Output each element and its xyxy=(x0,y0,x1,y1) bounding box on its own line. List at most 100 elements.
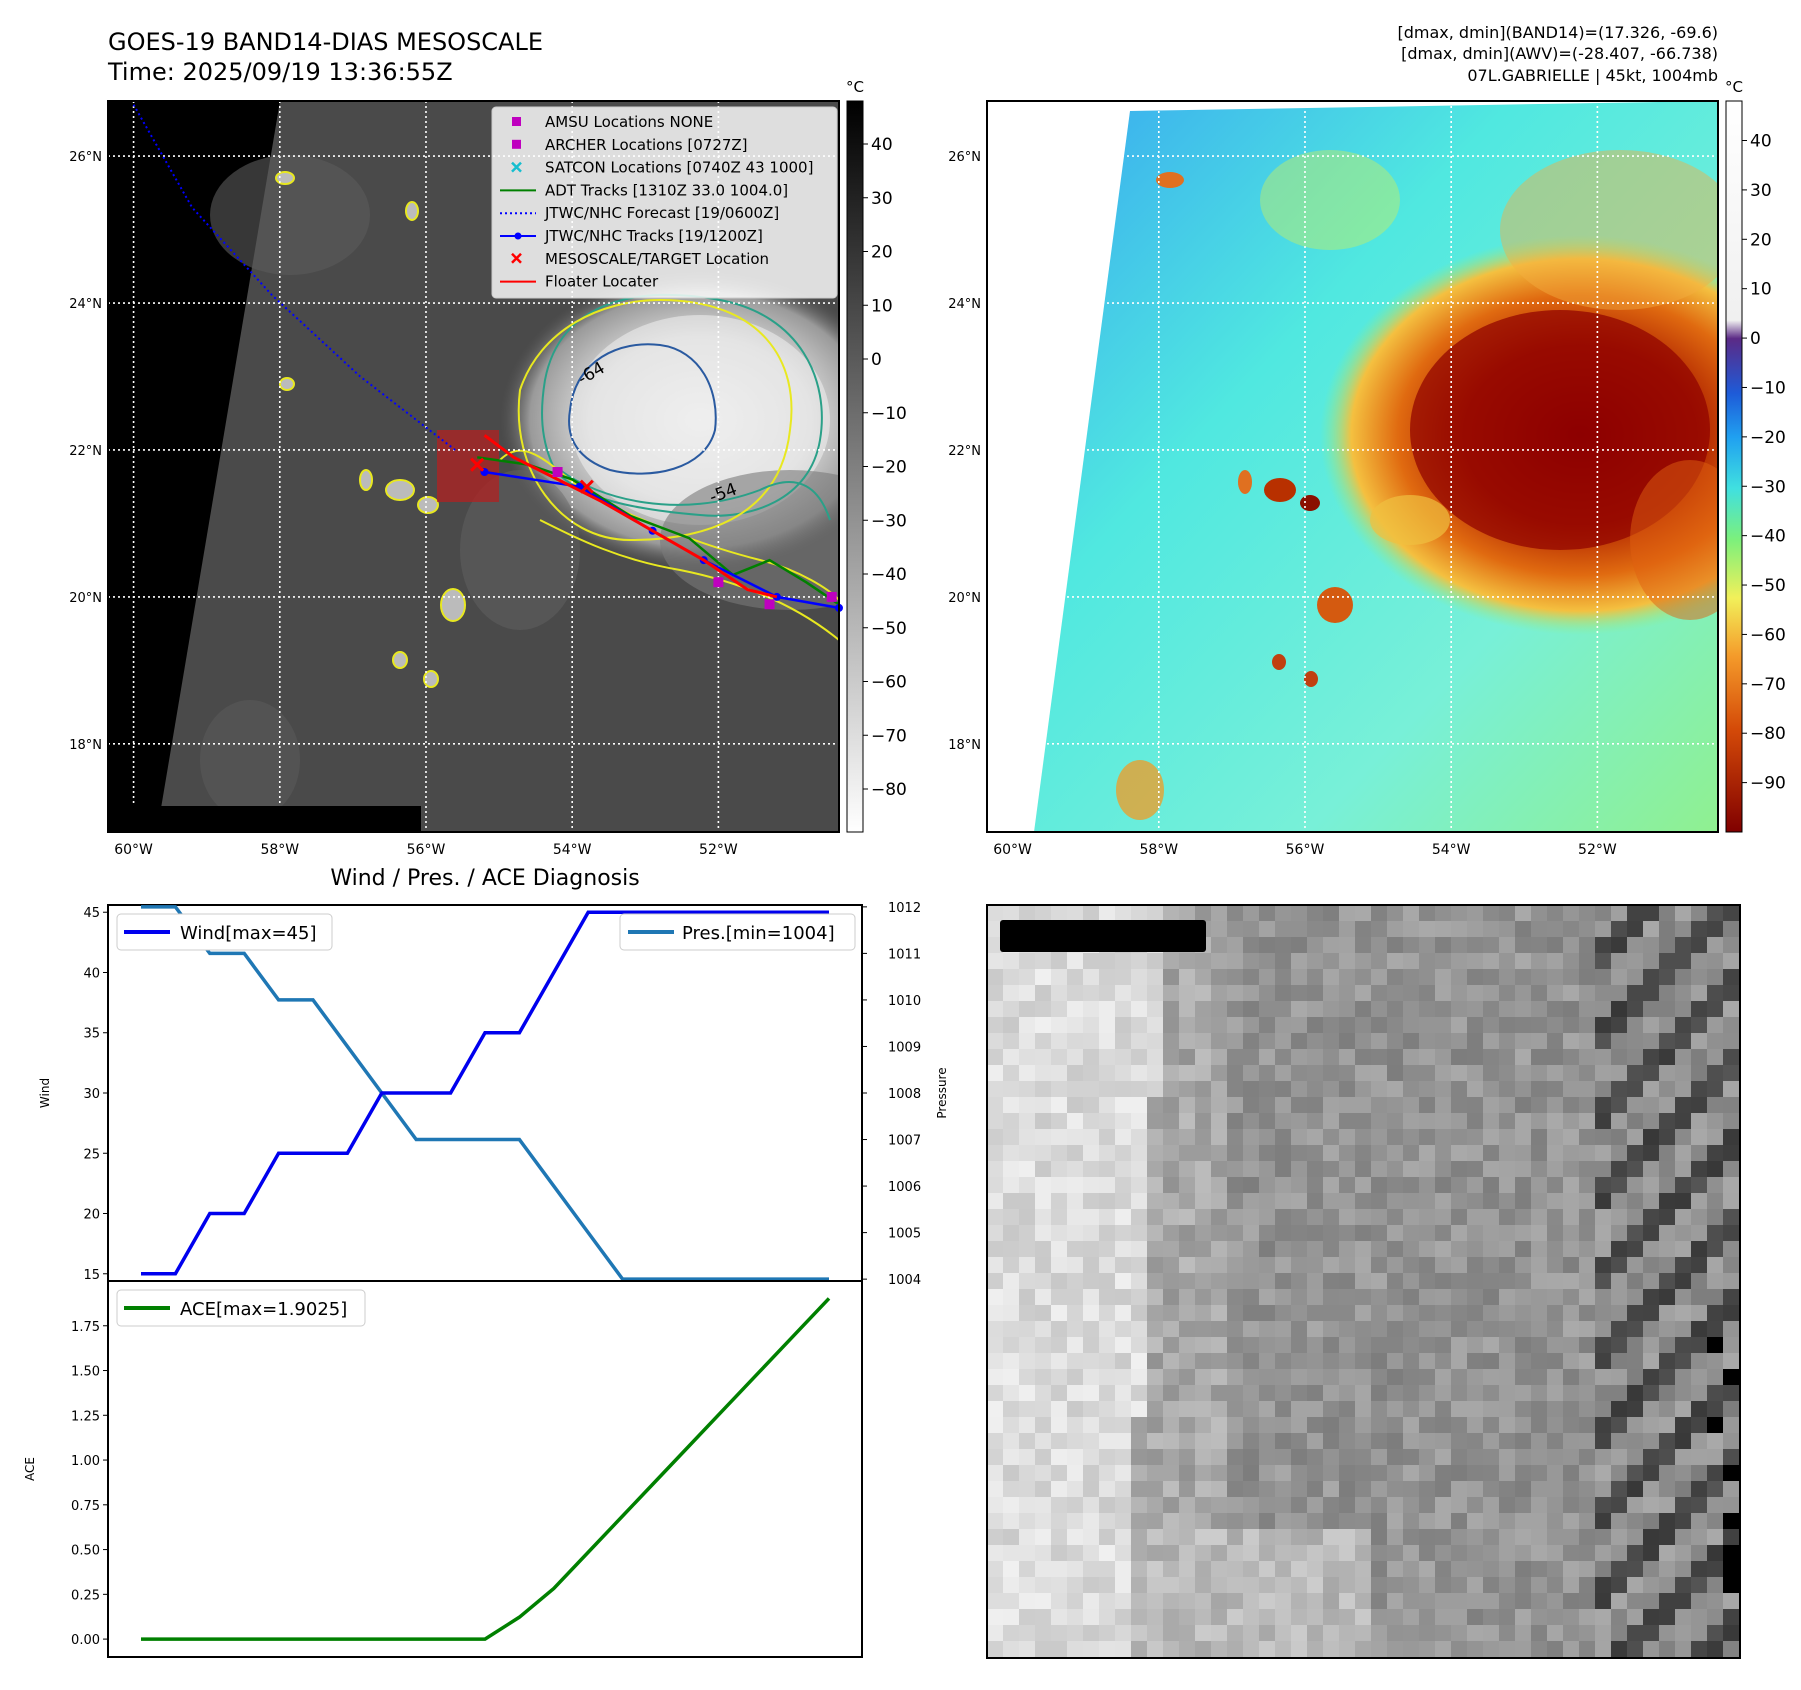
wmg-cell xyxy=(1579,1353,1596,1370)
legend-entry: ARCHER Locations [0727Z] xyxy=(512,136,748,154)
wmg-cell xyxy=(1259,1561,1276,1578)
wmg-cell xyxy=(1035,1113,1052,1130)
wmg-cell xyxy=(1211,1065,1228,1082)
wmg-cell xyxy=(1131,1465,1148,1482)
wmg-cell xyxy=(1483,1161,1500,1178)
wmg-cell xyxy=(1627,1369,1644,1386)
wmg-cell xyxy=(1147,1321,1164,1338)
wmg-cell xyxy=(1611,1241,1628,1258)
wmg-cell xyxy=(1307,1321,1324,1338)
wmg-cell xyxy=(1515,1497,1532,1514)
wmg-cell xyxy=(1339,1257,1356,1274)
wmg-cell xyxy=(1051,1145,1068,1162)
wmg-cell xyxy=(1179,1209,1196,1226)
wmg-cell xyxy=(1211,1625,1228,1642)
wmg-cell xyxy=(1387,1481,1404,1498)
wmg-cell xyxy=(1467,1097,1484,1114)
wmg-cell xyxy=(1163,1497,1180,1514)
wmg-cell xyxy=(1355,1129,1372,1146)
wmg-cell xyxy=(1099,1433,1116,1450)
wmg-cell xyxy=(1387,1513,1404,1530)
copyright-text: Copyright © 2020-2025 Dapiya xyxy=(113,811,410,831)
wmg-cell xyxy=(1579,1529,1596,1546)
wmg-cell xyxy=(1243,1065,1260,1082)
wmg-cell xyxy=(1659,1321,1676,1338)
wmg-cell xyxy=(1499,1641,1516,1658)
wmg-cell xyxy=(1371,1449,1388,1466)
wmg-cell xyxy=(1275,1609,1292,1626)
wmg-cell xyxy=(1083,1065,1100,1082)
wmg-cell xyxy=(1019,1625,1036,1642)
wmg-cell xyxy=(1579,1609,1596,1626)
wmg-cell xyxy=(1019,1401,1036,1418)
wmg-cell xyxy=(1451,1049,1468,1066)
wmg-cell xyxy=(1691,1337,1708,1354)
wmg-cell xyxy=(1739,1385,1740,1402)
wmg-cell xyxy=(1307,1241,1324,1258)
wmg-cell xyxy=(1595,1257,1612,1274)
wmg-cell xyxy=(1387,969,1404,986)
wmg-cell xyxy=(1259,1385,1276,1402)
wv-gridlines xyxy=(987,101,1718,832)
wmg-cell xyxy=(1051,1353,1068,1370)
wmg-cell xyxy=(1451,1417,1468,1434)
wmg-cell xyxy=(1403,1353,1420,1370)
wmg-cell xyxy=(1099,1465,1116,1482)
wmg-cell xyxy=(1563,1449,1580,1466)
wmg-cell xyxy=(1019,969,1036,986)
wmg-cell xyxy=(1243,1161,1260,1178)
wmg-cell xyxy=(1179,1289,1196,1306)
legend-entry: AMSU Locations NONE xyxy=(512,113,713,131)
wmg-cell xyxy=(1675,1401,1692,1418)
wmg-cell xyxy=(1291,1257,1308,1274)
wmg-cell xyxy=(1131,1241,1148,1258)
wmg-cell xyxy=(1243,1001,1260,1018)
wmg-cell xyxy=(1739,1097,1740,1114)
wmg-cell xyxy=(1035,1481,1052,1498)
wmg-cell xyxy=(1659,1561,1676,1578)
wmg-cell xyxy=(1291,1033,1308,1050)
pressure-tick-label: 1006 xyxy=(888,1180,921,1195)
ir-lat-label: 20°N xyxy=(69,591,102,606)
wmg-cell xyxy=(1051,1321,1068,1338)
wmg-cell xyxy=(1003,905,1020,922)
wmg-cell xyxy=(1435,1241,1452,1258)
wmg-cell xyxy=(1179,1177,1196,1194)
wmg-cell xyxy=(1659,1641,1676,1658)
wmg-cell xyxy=(1259,953,1276,970)
wmg-cell xyxy=(1707,1561,1724,1578)
wmg-cell xyxy=(1195,1321,1212,1338)
wmg-cell xyxy=(1323,1241,1340,1258)
wmg-cell xyxy=(1563,1241,1580,1258)
wmg-cell xyxy=(1531,1177,1548,1194)
ir-lat-label: 18°N xyxy=(69,738,102,753)
wmg-cell xyxy=(1531,1641,1548,1658)
wmg-cell xyxy=(1067,1337,1084,1354)
wmg-cell xyxy=(1403,1129,1420,1146)
wmg-cell xyxy=(1067,1417,1084,1434)
wmg-cell xyxy=(1291,1289,1308,1306)
wmg-cell xyxy=(1003,1401,1020,1418)
wmg-cell xyxy=(1291,1625,1308,1642)
wmg-cell xyxy=(1579,1513,1596,1530)
wmg-cell xyxy=(1659,1049,1676,1066)
wmg-cell xyxy=(1227,1113,1244,1130)
wmg-cell xyxy=(1563,1641,1580,1658)
wv-lat-label: 18°N xyxy=(948,738,981,753)
wmg-cell xyxy=(1099,1385,1116,1402)
wmg-cell xyxy=(1483,1385,1500,1402)
wmg-cell xyxy=(1403,1433,1420,1450)
wmg-cell xyxy=(1611,1481,1628,1498)
pressure-legend: Pres.[min=1004] xyxy=(619,913,856,951)
wmg-cell xyxy=(987,1641,1004,1658)
wmg-cell xyxy=(1531,1433,1548,1450)
wmg-cell xyxy=(1003,1065,1020,1082)
wmg-cell xyxy=(1435,1561,1452,1578)
wmg-cell xyxy=(1515,1193,1532,1210)
wmg-cell xyxy=(1019,985,1036,1002)
wmg-cell xyxy=(1195,1161,1212,1178)
wmg-cell xyxy=(1227,1161,1244,1178)
wmg-cell xyxy=(1371,1417,1388,1434)
wmg-cell xyxy=(1579,1017,1596,1034)
wmg-cell xyxy=(1419,1609,1436,1626)
